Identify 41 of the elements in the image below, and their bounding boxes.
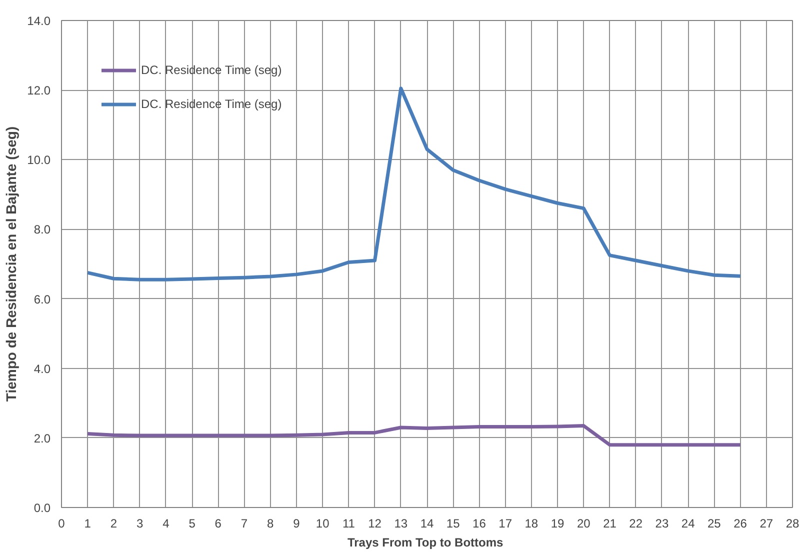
line-series [86,424,742,447]
x-tick-label: 6 [214,516,222,530]
line-series [86,86,742,282]
y-axis-title: Tiempo de Residencia en el Bajante (seg) [3,126,20,402]
x-tick-label: 20 [576,516,591,530]
x-tick-label: 14 [420,516,434,530]
x-tick-label: 7 [240,516,248,530]
x-tick-label: 23 [655,516,669,530]
x-tick-label: 2 [110,516,118,530]
y-tick-label: 8.0 [34,222,51,237]
x-tick-label: 25 [708,516,722,530]
x-axis-title: Trays From Top to Bottoms [347,536,504,550]
x-tick-label: 10 [316,516,330,530]
y-tick-label: 10.0 [27,153,51,168]
x-tick-label: 28 [786,516,800,530]
x-tick-label: 26 [734,516,748,530]
x-tick-label: 8 [267,516,274,530]
x-tick-label: 0 [58,516,66,530]
y-tick-label: 12.0 [27,84,51,98]
y-tick-label: 4.0 [34,362,51,376]
y-tick-label: 0.0 [34,501,51,515]
x-tick-label: 27 [760,516,774,530]
x-tick-label: 5 [188,516,196,530]
x-tick-label: 1 [84,516,92,530]
x-tick-label: 13 [394,516,408,530]
x-tick-label: 3 [136,516,144,530]
x-tick-label: 22 [629,516,643,530]
x-tick-label: 21 [603,516,617,530]
x-tick-label: 4 [162,516,170,530]
x-tick-label: 17 [498,516,512,530]
y-tick-label: 14.0 [27,14,51,28]
x-tick-label: 18 [524,516,538,530]
x-tick-label: 19 [550,516,565,530]
x-tick-label: 12 [368,516,382,530]
x-tick-label: 9 [293,516,300,530]
y-tick-label: 2.0 [34,431,51,446]
y-tick-label: 6.0 [34,292,51,306]
x-tick-label: 24 [681,516,696,530]
x-tick-label: 15 [446,516,460,530]
x-tick-label: 11 [342,516,356,530]
x-tick-label: 16 [472,516,486,530]
